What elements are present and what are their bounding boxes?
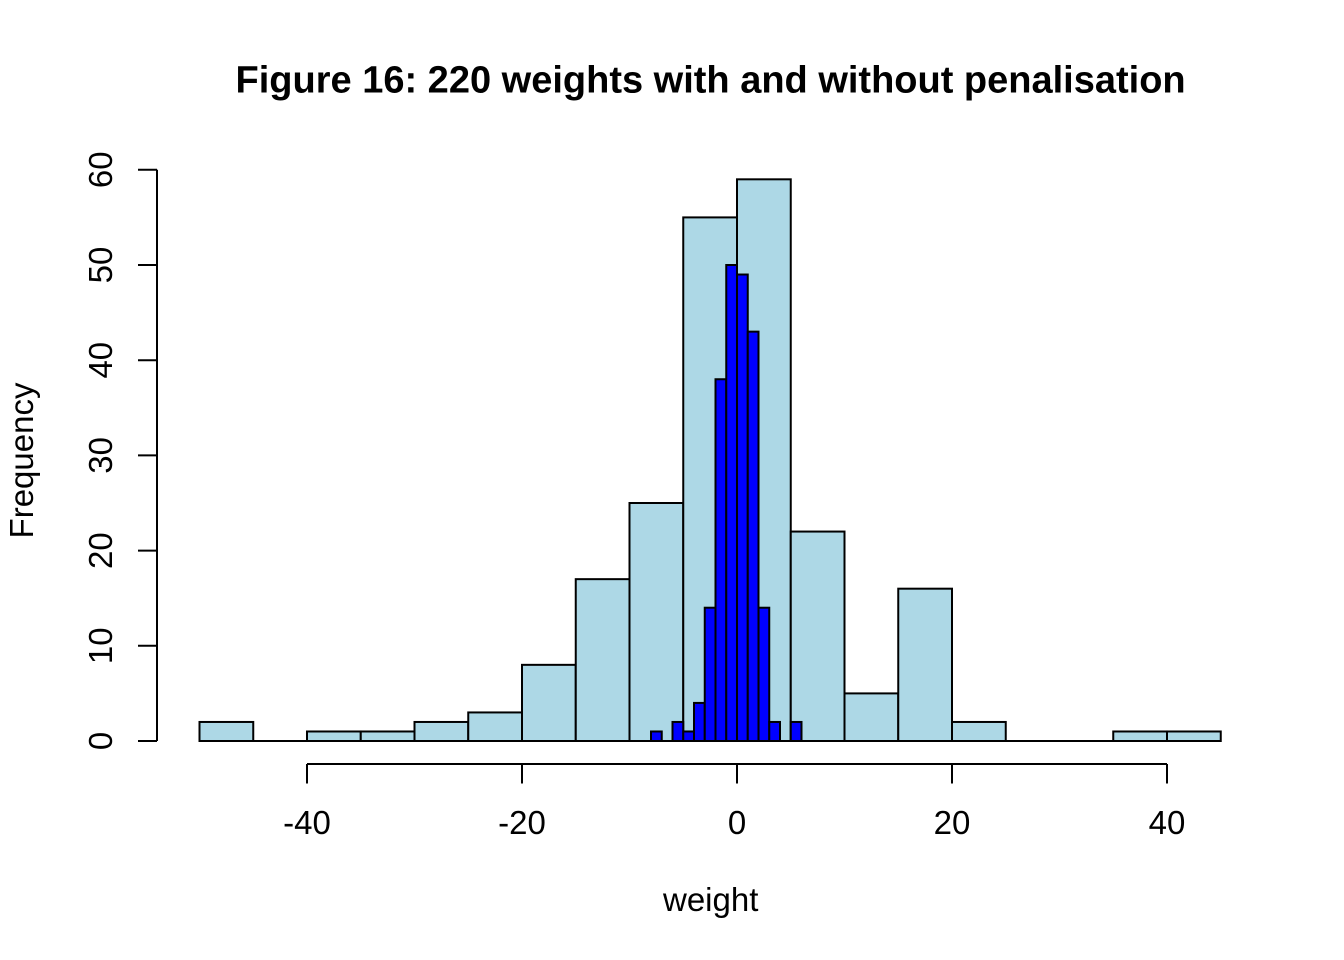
svg-text:Frequency: Frequency — [3, 382, 40, 538]
svg-text:0: 0 — [82, 732, 119, 750]
svg-text:weight: weight — [662, 881, 758, 918]
svg-text:Figure 16: 220 weights with an: Figure 16: 220 weights with and without … — [236, 60, 1186, 102]
svg-text:-20: -20 — [498, 804, 546, 841]
svg-text:40: 40 — [82, 342, 119, 379]
svg-text:50: 50 — [82, 247, 119, 284]
svg-text:0: 0 — [728, 804, 746, 841]
svg-text:30: 30 — [82, 437, 119, 474]
svg-text:20: 20 — [82, 532, 119, 569]
svg-text:60: 60 — [82, 151, 119, 188]
svg-text:20: 20 — [934, 804, 971, 841]
svg-text:-40: -40 — [283, 804, 331, 841]
svg-text:10: 10 — [82, 627, 119, 664]
svg-text:40: 40 — [1149, 804, 1186, 841]
